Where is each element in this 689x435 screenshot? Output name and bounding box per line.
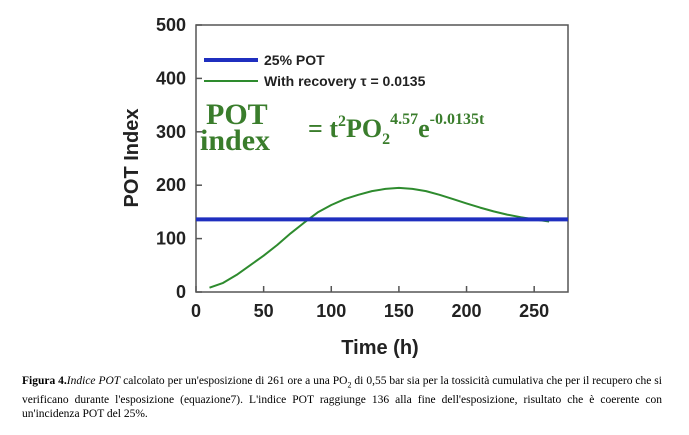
formula-annotation: POT index = t2PO24.57e-0.0135t	[200, 98, 485, 157]
legend: 25% POT With recovery τ = 0.0135	[204, 52, 426, 89]
x-tick-label: 250	[519, 301, 549, 321]
series-layer	[196, 186, 568, 289]
x-tick-label: 100	[316, 301, 346, 321]
y-axis-ticks: 0 100 200 300 400 500	[156, 15, 202, 302]
series-line-recovery	[209, 186, 550, 289]
formula-rhs: = t2PO24.57e-0.0135t	[308, 111, 485, 148]
y-tick-label: 0	[176, 282, 186, 302]
formula-e: e	[418, 114, 430, 143]
y-tick-label: 300	[156, 122, 186, 142]
caption-text-2: di 0,55 bar sia per la tossicità cumulat…	[22, 375, 662, 421]
legend-label-recovery: With recovery τ = 0.0135	[264, 73, 426, 89]
formula-sup-2: 2	[338, 113, 346, 130]
formula-exponent: -0.0135t	[430, 111, 485, 128]
plot-frame	[195, 24, 569, 293]
formula-eq-t: = t	[308, 114, 338, 143]
formula-lhs-pot: POT	[206, 98, 268, 131]
formula-sup-457: 4.57	[390, 111, 418, 128]
caption-text-1: calcolato per un'esposizione di 261 ore …	[120, 375, 348, 387]
pot-index-chart: 0 100 200 300 400 500 0 50 100 150 200 250 POT Ind…	[121, 15, 569, 359]
formula-lhs-index: index	[200, 124, 270, 157]
legend-label-25-pot: 25% POT	[264, 52, 325, 68]
caption-sub: 2	[347, 380, 352, 390]
y-axis-title: POT Index	[121, 109, 143, 208]
x-tick-label: 150	[384, 301, 414, 321]
caption-term: Indice POT	[66, 375, 121, 387]
x-axis-ticks: 0 50 100 150 200 250	[191, 286, 549, 321]
figure-caption: Figura 4.Indice POT calcolato per un'esp…	[22, 374, 662, 422]
y-tick-label: 400	[156, 68, 186, 88]
formula-po: PO	[346, 114, 382, 143]
y-tick-label: 200	[156, 175, 186, 195]
x-tick-label: 200	[452, 301, 482, 321]
y-tick-label: 100	[156, 229, 186, 249]
formula-sub-2: 2	[382, 131, 390, 148]
y-tick-label: 500	[156, 15, 186, 35]
x-tick-label: 0	[191, 301, 201, 321]
x-tick-label: 50	[254, 301, 274, 321]
caption-label: Figura 4.	[22, 375, 67, 387]
x-axis-title: Time (h)	[341, 337, 418, 359]
